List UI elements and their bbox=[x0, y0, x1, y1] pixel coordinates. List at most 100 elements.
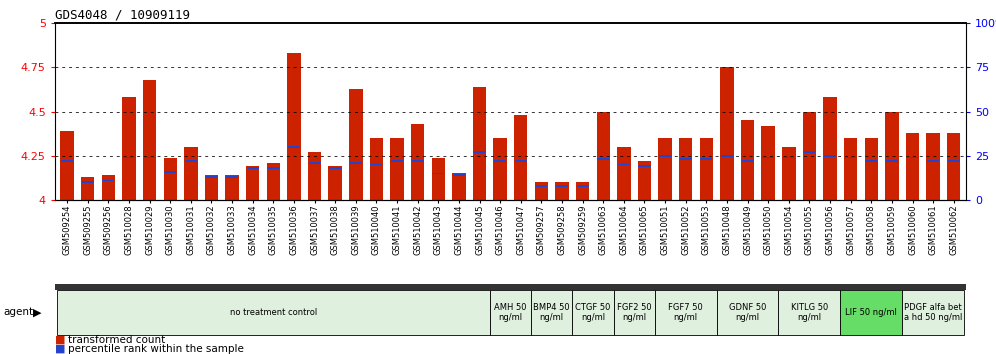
Bar bbox=[370, 138, 383, 200]
Text: GDS4048 / 10909119: GDS4048 / 10909119 bbox=[55, 9, 190, 22]
Bar bbox=[493, 138, 507, 200]
Bar bbox=[225, 175, 239, 200]
Bar bbox=[185, 160, 197, 162]
Text: KITLG 50
ng/ml: KITLG 50 ng/ml bbox=[791, 303, 828, 322]
Bar bbox=[350, 88, 363, 200]
Bar bbox=[948, 160, 960, 162]
Bar bbox=[411, 160, 423, 162]
Bar bbox=[535, 185, 548, 187]
Bar bbox=[288, 146, 300, 148]
Text: FGF2 50
ng/ml: FGF2 50 ng/ml bbox=[617, 303, 651, 322]
Text: transformed count: transformed count bbox=[68, 335, 165, 345]
Bar bbox=[142, 80, 156, 200]
Bar bbox=[618, 147, 630, 200]
Bar bbox=[597, 112, 610, 200]
Bar bbox=[143, 156, 155, 158]
Bar bbox=[866, 160, 877, 162]
Bar bbox=[679, 159, 692, 160]
Bar bbox=[885, 160, 898, 162]
Bar bbox=[576, 182, 590, 200]
Bar bbox=[637, 161, 651, 200]
Text: ■: ■ bbox=[55, 335, 66, 345]
Text: percentile rank within the sample: percentile rank within the sample bbox=[68, 344, 244, 354]
Bar bbox=[577, 185, 589, 187]
Bar bbox=[679, 138, 692, 200]
Bar bbox=[803, 112, 816, 200]
Bar bbox=[927, 160, 939, 162]
Bar bbox=[102, 175, 116, 200]
Bar bbox=[926, 133, 940, 200]
Bar bbox=[721, 155, 733, 156]
Bar bbox=[329, 167, 342, 169]
Bar bbox=[61, 160, 73, 162]
Bar bbox=[123, 156, 135, 158]
Bar bbox=[473, 152, 486, 153]
Bar bbox=[699, 138, 713, 200]
Bar bbox=[947, 133, 960, 200]
Bar bbox=[865, 138, 878, 200]
Bar bbox=[556, 182, 569, 200]
Bar bbox=[163, 158, 177, 200]
Bar bbox=[535, 182, 548, 200]
Text: CTGF 50
ng/ml: CTGF 50 ng/ml bbox=[576, 303, 611, 322]
Bar bbox=[452, 173, 465, 200]
Bar bbox=[762, 156, 774, 158]
Bar bbox=[905, 133, 919, 200]
Bar bbox=[638, 165, 650, 167]
Bar bbox=[164, 171, 176, 172]
Bar bbox=[618, 164, 629, 165]
Bar bbox=[103, 180, 115, 181]
Bar bbox=[783, 156, 795, 158]
Bar bbox=[123, 97, 135, 200]
Bar bbox=[329, 166, 342, 200]
Bar bbox=[824, 155, 836, 156]
Bar bbox=[844, 138, 858, 200]
Bar bbox=[741, 120, 754, 200]
Bar bbox=[782, 147, 796, 200]
Bar bbox=[473, 87, 486, 200]
Bar bbox=[61, 131, 74, 200]
Bar bbox=[246, 166, 259, 200]
Bar bbox=[845, 156, 857, 158]
Bar bbox=[885, 112, 898, 200]
Text: FGF7 50
ng/ml: FGF7 50 ng/ml bbox=[668, 303, 703, 322]
Bar bbox=[226, 176, 238, 178]
Bar bbox=[371, 164, 382, 165]
Bar bbox=[184, 147, 197, 200]
Bar bbox=[804, 152, 816, 153]
Text: LIF 50 ng/ml: LIF 50 ng/ml bbox=[846, 308, 897, 317]
Bar bbox=[431, 158, 445, 200]
Bar bbox=[81, 177, 95, 200]
Bar bbox=[906, 156, 918, 158]
Bar bbox=[247, 167, 259, 169]
Bar bbox=[391, 160, 403, 162]
Bar bbox=[390, 138, 403, 200]
Bar bbox=[432, 172, 444, 174]
Bar bbox=[762, 126, 775, 200]
Bar bbox=[287, 53, 301, 200]
Text: agent: agent bbox=[3, 307, 33, 318]
Bar bbox=[824, 97, 837, 200]
Text: ■: ■ bbox=[55, 344, 66, 354]
Bar bbox=[515, 160, 527, 162]
Text: AMH 50
ng/ml: AMH 50 ng/ml bbox=[494, 303, 527, 322]
Bar bbox=[267, 167, 279, 169]
Bar bbox=[514, 115, 528, 200]
Text: GDNF 50
ng/ml: GDNF 50 ng/ml bbox=[729, 303, 766, 322]
Bar bbox=[205, 175, 218, 200]
Bar bbox=[598, 159, 610, 160]
Bar bbox=[309, 162, 321, 164]
Bar bbox=[720, 67, 734, 200]
Bar bbox=[659, 155, 671, 156]
Bar bbox=[700, 159, 712, 160]
Bar bbox=[411, 124, 424, 200]
Bar bbox=[350, 162, 362, 164]
Text: PDGF alfa bet
a hd 50 ng/ml: PDGF alfa bet a hd 50 ng/ml bbox=[904, 303, 962, 322]
Bar bbox=[742, 160, 754, 162]
Text: ▶: ▶ bbox=[33, 307, 42, 318]
Bar bbox=[308, 152, 322, 200]
Text: no treatment control: no treatment control bbox=[230, 308, 317, 317]
Text: BMP4 50
ng/ml: BMP4 50 ng/ml bbox=[534, 303, 570, 322]
Bar bbox=[82, 182, 94, 183]
Bar bbox=[494, 160, 506, 162]
